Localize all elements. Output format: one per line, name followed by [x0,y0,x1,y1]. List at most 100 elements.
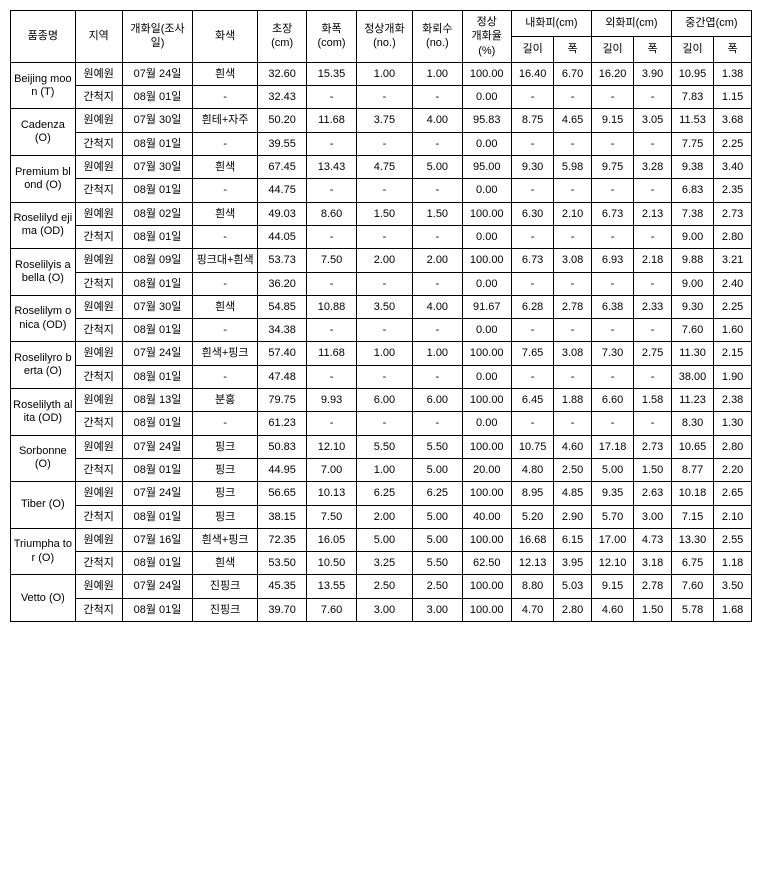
data-cell: 17.18 [591,435,633,458]
data-cell: 56.65 [257,482,306,505]
data-cell: 07월 30일 [122,109,193,132]
column-header: 길이 [511,36,553,62]
data-cell: 7.50 [307,505,356,528]
table-row: Roselilyth alita (OD)원예원08월 13일분홍79.759.… [11,389,752,412]
data-cell: 5.03 [554,575,592,598]
data-cell: 1.30 [714,412,752,435]
data-cell: 간척지 [75,225,122,248]
data-cell: 44.95 [257,458,306,481]
data-cell: 8.80 [511,575,553,598]
data-cell: - [554,86,592,109]
data-cell: 5.00 [413,156,462,179]
data-cell: 흰색+핑크 [193,342,258,365]
data-cell: 핑크 [193,505,258,528]
data-cell: 간척지 [75,458,122,481]
variety-cell: Roselilyd ejima (OD) [11,202,76,249]
column-header: 화폭(com) [307,11,356,63]
data-cell: 4.73 [634,528,672,551]
data-cell: - [591,412,633,435]
table-row: Triumpha tor (O)원예원07월 16일흰색+핑크72.3516.0… [11,528,752,551]
data-cell: 08월 01일 [122,365,193,388]
data-cell: 11.23 [671,389,713,412]
data-cell: 100.00 [462,598,511,621]
data-cell: 간척지 [75,179,122,202]
data-cell: - [307,272,356,295]
data-cell: 2.80 [714,225,752,248]
data-cell: 1.90 [714,365,752,388]
table-row: Roselilym onica (OD)원예원07월 30일흰색54.8510.… [11,295,752,318]
data-cell: 32.43 [257,86,306,109]
data-cell: 2.50 [554,458,592,481]
data-cell: 16.05 [307,528,356,551]
data-cell: - [591,319,633,342]
data-cell: 흰색 [193,156,258,179]
data-cell: - [413,365,462,388]
data-cell: 34.38 [257,319,306,342]
data-cell: 원예원 [75,389,122,412]
data-cell: 3.40 [714,156,752,179]
data-cell: 08월 01일 [122,225,193,248]
column-header: 품종명 [11,11,76,63]
data-cell: 62.50 [462,552,511,575]
data-cell: 3.25 [356,552,412,575]
data-cell: 45.35 [257,575,306,598]
data-cell: 6.75 [671,552,713,575]
table-row: 간척지08월 01일핑크38.157.502.005.0040.005.202.… [11,505,752,528]
data-cell: - [307,365,356,388]
data-cell: - [356,365,412,388]
table-row: Roselilyis abella (O)원예원08월 09일핑크대+흰색53.… [11,249,752,272]
data-cell: 원예원 [75,109,122,132]
data-cell: - [634,319,672,342]
column-header: 외화피(cm) [591,11,671,37]
data-cell: 2.55 [714,528,752,551]
data-cell: - [356,225,412,248]
column-header: 화색 [193,11,258,63]
data-cell: 07월 30일 [122,156,193,179]
data-cell: 7.60 [671,319,713,342]
data-cell: - [634,179,672,202]
data-cell: 9.88 [671,249,713,272]
data-cell: 10.65 [671,435,713,458]
data-cell: 54.85 [257,295,306,318]
data-cell: - [413,225,462,248]
data-cell: 4.70 [511,598,553,621]
data-cell: 2.80 [714,435,752,458]
data-cell: 100.00 [462,528,511,551]
data-cell: 간척지 [75,319,122,342]
data-cell: 원예원 [75,575,122,598]
data-cell: 100.00 [462,575,511,598]
data-cell: 39.70 [257,598,306,621]
data-cell: 2.15 [714,342,752,365]
data-cell: - [591,365,633,388]
data-cell: - [193,412,258,435]
data-cell: 6.83 [671,179,713,202]
data-cell: - [356,86,412,109]
variety-cell: Cadenza (O) [11,109,76,156]
data-cell: 6.15 [554,528,592,551]
data-cell: - [356,319,412,342]
data-cell: 핑크 [193,435,258,458]
data-cell: 11.68 [307,342,356,365]
data-cell: 08월 01일 [122,272,193,295]
data-cell: 39.55 [257,132,306,155]
data-cell: 2.80 [554,598,592,621]
data-cell: 1.68 [714,598,752,621]
table-row: 간척지08월 01일-61.23---0.00----8.301.30 [11,412,752,435]
data-cell: 1.50 [356,202,412,225]
data-cell: - [193,365,258,388]
data-cell: 흰색 [193,202,258,225]
column-header: 화뢰수(no.) [413,11,462,63]
data-cell: 5.00 [413,458,462,481]
data-cell: - [413,319,462,342]
data-cell: 핑크대+흰색 [193,249,258,272]
column-header: 길이 [591,36,633,62]
data-cell: 07월 24일 [122,342,193,365]
column-header: 초장(cm) [257,11,306,63]
column-header: 중간엽(cm) [671,11,751,37]
data-cell: - [511,272,553,295]
data-cell: 5.98 [554,156,592,179]
data-cell: - [554,179,592,202]
data-cell: 2.13 [634,202,672,225]
data-cell: 0.00 [462,132,511,155]
column-header: 정상개화(no.) [356,11,412,63]
